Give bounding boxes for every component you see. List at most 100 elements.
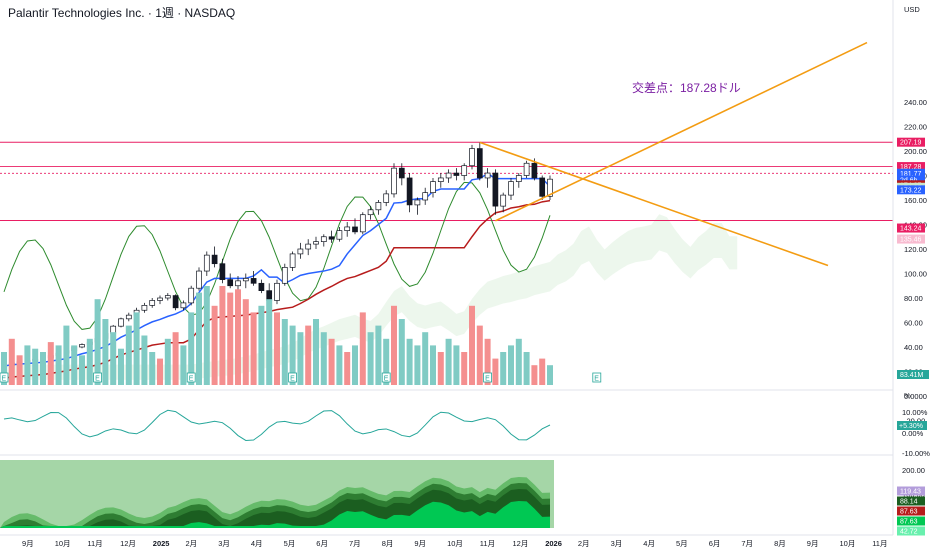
osc2-tag-box	[897, 486, 925, 496]
volume-bar	[47, 342, 54, 385]
osc2-tag-label: 42.72	[900, 529, 918, 536]
volume-bar	[297, 332, 304, 385]
volume-bar	[500, 352, 507, 385]
volume-bar	[515, 338, 522, 385]
earnings-marker: E	[594, 376, 599, 383]
time-tick-label: 7月	[741, 539, 753, 548]
time-tick-label: 11月	[87, 539, 102, 548]
candle-body	[125, 314, 132, 320]
volume-bar	[469, 305, 475, 385]
volume-bar	[437, 352, 444, 385]
osc2-tag-box	[897, 496, 925, 506]
price-tag-label: 143.24	[900, 226, 922, 233]
trendline	[495, 41, 868, 222]
earnings-marker-box	[0, 372, 9, 383]
volume-bar	[149, 352, 156, 385]
price-tag-box	[897, 234, 925, 244]
volume-bar	[102, 319, 109, 385]
volume-bar	[531, 365, 538, 385]
volume-bar	[250, 312, 257, 385]
time-tick-label: 2026	[545, 539, 562, 548]
candle-body	[211, 254, 218, 265]
candle-body	[274, 282, 280, 301]
volume-bar	[476, 325, 483, 385]
earnings-marker-box	[93, 372, 102, 383]
volume-bar	[79, 355, 85, 385]
volume-bar	[266, 299, 273, 385]
price-tag-label: 207.19	[900, 140, 922, 147]
earnings-marker: E	[290, 376, 295, 383]
time-tick-label: 8月	[382, 539, 394, 548]
candle-body	[469, 148, 475, 167]
candle-body	[242, 278, 249, 282]
candle-body	[461, 165, 468, 176]
osc2-tag-label: 119.43	[900, 489, 921, 496]
candle-body	[367, 209, 374, 216]
osc2-layer	[0, 500, 550, 528]
candle-body	[352, 226, 358, 233]
volume-bar	[71, 345, 78, 385]
osc2-tag-box	[897, 516, 925, 526]
volume-bar	[367, 332, 374, 385]
volume-bar	[242, 299, 249, 385]
candle-body	[422, 192, 429, 201]
volume-bar	[508, 345, 514, 385]
volume-bar	[211, 305, 218, 385]
volume-bar	[164, 338, 171, 385]
price-tag-label: 173.22	[900, 187, 922, 194]
candle-body	[476, 148, 483, 179]
osc1-tick-label: 10.00%	[902, 408, 928, 417]
volume-bar	[94, 299, 101, 385]
time-tick-label: 7月	[349, 539, 361, 548]
time-tick-label: 11月	[872, 539, 887, 548]
volume-bar	[523, 352, 530, 385]
volume-bar	[86, 338, 93, 385]
price-tick-label: 60.00	[904, 319, 923, 328]
earnings-marker-box	[186, 372, 196, 383]
candle-body	[203, 254, 210, 272]
ichimoku-cloud	[4, 214, 738, 380]
candle-body	[336, 230, 343, 240]
osc2-tick-label: 200.00	[902, 466, 925, 475]
volume-bar	[539, 358, 546, 385]
volume-bar	[336, 345, 343, 385]
osc1-tag-label: +5.30%	[899, 423, 923, 430]
volume-bar	[16, 355, 23, 385]
candle-body	[484, 172, 491, 179]
volume-bar	[157, 358, 163, 385]
candle-body	[227, 279, 234, 287]
earnings-marker: E	[95, 376, 100, 383]
candle-body	[235, 280, 241, 287]
osc1-tag-box	[897, 421, 927, 430]
volume-bar	[125, 325, 132, 385]
candle-body	[172, 295, 179, 309]
volume-bar	[219, 286, 226, 385]
volume-bar	[492, 358, 499, 385]
candle-body	[344, 226, 351, 231]
price-tick-label: 120.00	[904, 245, 927, 254]
price-tag-label: 181.77	[900, 171, 922, 178]
time-tick-label: 9月	[807, 539, 819, 548]
candle-body	[508, 181, 514, 196]
volume-bar	[188, 312, 195, 385]
volume-bar	[55, 345, 62, 385]
price-tag-box	[897, 168, 925, 178]
volume-bar	[258, 305, 265, 385]
price-tag-label: 135.46	[900, 237, 922, 244]
price-tick-label: 220.00	[904, 123, 927, 132]
time-tick-label: 2月	[578, 539, 590, 548]
osc1-tick-label: 0.00%	[902, 429, 924, 438]
time-tick-label: 5月	[284, 539, 296, 548]
candle-body	[118, 318, 124, 327]
time-tick-label: 8月	[774, 539, 786, 548]
volume-bar	[547, 365, 553, 385]
time-tick-label: 11月	[480, 539, 495, 548]
time-tick-label: 6月	[709, 539, 721, 548]
volume-bar	[235, 289, 241, 385]
osc2-tag-label: 88.14	[900, 499, 918, 506]
time-tick-label: 9月	[414, 539, 426, 548]
time-tick-label: 12月	[513, 539, 529, 548]
volume-bar	[430, 345, 436, 385]
price-tick-label: 160.00	[904, 196, 927, 205]
